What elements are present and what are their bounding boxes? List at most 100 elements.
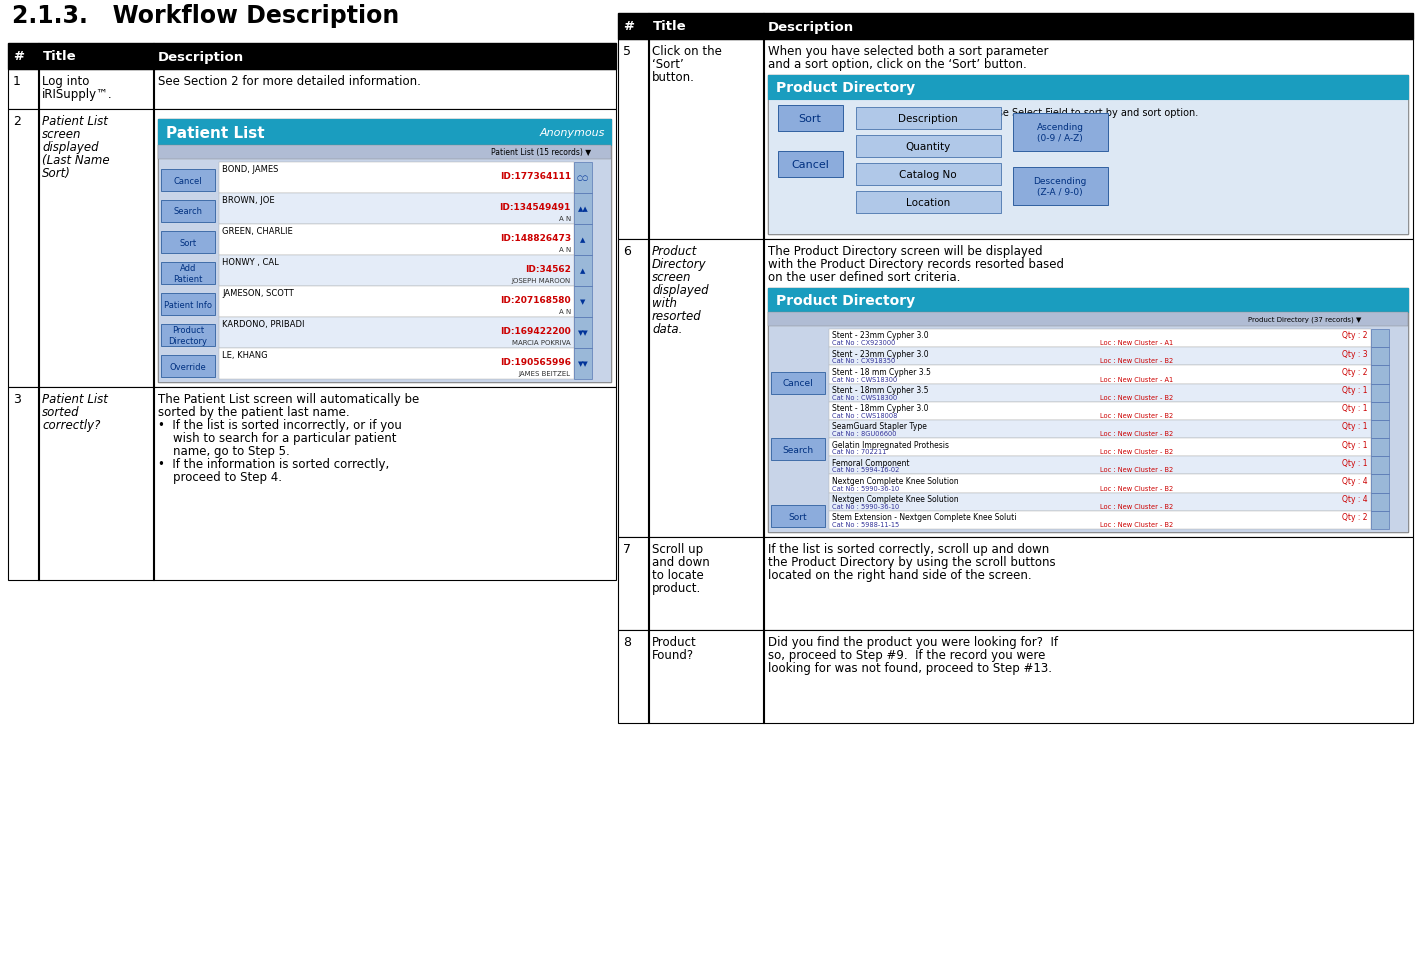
Bar <box>829 420 1371 438</box>
Text: ○○: ○○ <box>577 175 589 181</box>
Text: Qty : 1: Qty : 1 <box>1342 440 1368 449</box>
Text: so, proceed to Step #9.  If the record you were: so, proceed to Step #9. If the record yo… <box>768 648 1046 661</box>
Text: ID:148826473: ID:148826473 <box>500 233 571 243</box>
Bar <box>856 136 1000 158</box>
Text: Cat No : 5990-36-10: Cat No : 5990-36-10 <box>832 503 899 509</box>
Text: A N: A N <box>559 309 571 314</box>
Bar <box>9 388 616 580</box>
Bar <box>829 511 1371 530</box>
Text: data.: data. <box>653 323 683 335</box>
Text: Cat No : CWS18300: Cat No : CWS18300 <box>832 376 898 382</box>
Bar <box>161 263 215 285</box>
Bar <box>161 294 215 315</box>
Text: Cancel: Cancel <box>782 378 814 388</box>
Text: displayed: displayed <box>653 284 708 296</box>
Bar <box>1013 113 1109 152</box>
Text: with the Product Directory records resorted based: with the Product Directory records resor… <box>768 257 1064 271</box>
Text: Ascending
(0-9 / A-Z): Ascending (0-9 / A-Z) <box>1036 123 1083 143</box>
Text: Title: Title <box>653 20 687 33</box>
Bar <box>219 225 574 255</box>
Text: •  If the list is sorted incorrectly, or if you: • If the list is sorted incorrectly, or … <box>158 418 402 432</box>
Bar <box>219 317 574 349</box>
Text: proceed to Step 4.: proceed to Step 4. <box>158 471 282 483</box>
Text: ‘Sort’: ‘Sort’ <box>653 58 684 71</box>
Text: LE, KHANG: LE, KHANG <box>222 351 268 359</box>
Bar <box>1371 384 1389 402</box>
Bar <box>161 325 215 347</box>
Text: looking for was not found, proceed to Step #13.: looking for was not found, proceed to St… <box>768 661 1052 675</box>
Text: 2: 2 <box>13 115 21 128</box>
Text: Product Directory: Product Directory <box>777 294 915 308</box>
Text: Stent - 18 mm Cypher 3.5: Stent - 18 mm Cypher 3.5 <box>832 368 931 376</box>
Bar <box>9 110 616 388</box>
Bar <box>829 475 1371 493</box>
Text: Description: Description <box>768 20 854 33</box>
Bar <box>9 44 616 70</box>
Text: 3: 3 <box>13 393 21 406</box>
Text: 5: 5 <box>623 45 631 58</box>
Text: Loc : New Cluster - B2: Loc : New Cluster - B2 <box>1100 449 1173 455</box>
Text: with: with <box>653 296 677 310</box>
Bar <box>856 108 1000 130</box>
Text: ID:34562: ID:34562 <box>526 265 571 274</box>
Text: Qty : 2: Qty : 2 <box>1342 331 1368 340</box>
Bar <box>219 287 574 317</box>
Bar <box>219 349 574 379</box>
Text: Qty : 1: Qty : 1 <box>1342 458 1368 467</box>
Text: Loc : New Cluster - B2: Loc : New Cluster - B2 <box>1100 485 1173 491</box>
Text: ID:177364111: ID:177364111 <box>500 172 571 181</box>
Text: Description: Description <box>898 113 958 124</box>
Bar <box>158 146 611 160</box>
Bar <box>219 163 574 193</box>
Text: The Patient List screen will automatically be: The Patient List screen will automatical… <box>158 393 419 406</box>
Text: Qty : 4: Qty : 4 <box>1342 495 1368 503</box>
Text: Qty : 1: Qty : 1 <box>1342 422 1368 431</box>
Bar <box>856 192 1000 213</box>
Bar <box>161 201 215 223</box>
Text: Cat No : CX918350: Cat No : CX918350 <box>832 358 895 364</box>
Bar <box>771 373 825 395</box>
Bar <box>161 355 215 377</box>
Bar <box>1371 330 1389 348</box>
Text: JAMESON, SCOTT: JAMESON, SCOTT <box>222 289 294 297</box>
Bar <box>829 384 1371 402</box>
Bar <box>219 193 574 225</box>
Text: Stent - 18mm Cypher 3.5: Stent - 18mm Cypher 3.5 <box>832 386 929 395</box>
Text: Cancel: Cancel <box>791 160 829 170</box>
Bar <box>161 170 215 192</box>
Text: Product Directory (37 records) ▼: Product Directory (37 records) ▼ <box>1248 316 1361 323</box>
Text: Stent - 23mm Cypher 3.0: Stent - 23mm Cypher 3.0 <box>832 331 929 340</box>
Text: Product: Product <box>653 245 697 257</box>
Text: ▼: ▼ <box>580 299 586 305</box>
Text: ID:169422200: ID:169422200 <box>500 327 571 335</box>
Text: Cat No : 702211: Cat No : 702211 <box>832 449 886 455</box>
Text: Scroll up: Scroll up <box>653 542 703 556</box>
Text: BOND, JAMES: BOND, JAMES <box>222 165 278 173</box>
Text: JOSEPH MAROON: JOSEPH MAROON <box>512 277 571 284</box>
Bar <box>618 537 1414 630</box>
Text: Qty : 1: Qty : 1 <box>1342 404 1368 413</box>
Bar <box>768 313 1408 533</box>
Text: correctly?: correctly? <box>41 418 100 432</box>
Text: A N: A N <box>559 247 571 253</box>
Bar <box>574 349 591 379</box>
Bar <box>158 120 611 146</box>
Text: Sort): Sort) <box>41 167 71 180</box>
Text: Loc : New Cluster - B2: Loc : New Cluster - B2 <box>1100 521 1173 527</box>
Bar <box>829 348 1371 366</box>
Text: Qty : 4: Qty : 4 <box>1342 476 1368 485</box>
Text: sorted: sorted <box>41 406 80 418</box>
Text: displayed: displayed <box>41 141 98 153</box>
Text: wish to search for a particular patient: wish to search for a particular patient <box>158 432 396 444</box>
Text: ID:207168580: ID:207168580 <box>500 295 571 305</box>
Bar <box>778 106 844 132</box>
Text: SeamGuard Stapler Type: SeamGuard Stapler Type <box>832 422 926 431</box>
Bar <box>219 255 574 287</box>
Bar <box>1371 493 1389 511</box>
Text: Cat No : 5994-16-02: Cat No : 5994-16-02 <box>832 467 899 473</box>
Text: Qty : 3: Qty : 3 <box>1342 350 1368 358</box>
Text: Click on the: Click on the <box>653 45 722 58</box>
Text: on the user defined sort criteria.: on the user defined sort criteria. <box>768 271 960 284</box>
Text: Add
Patient: Add Patient <box>174 264 202 283</box>
Bar <box>618 14 1414 40</box>
